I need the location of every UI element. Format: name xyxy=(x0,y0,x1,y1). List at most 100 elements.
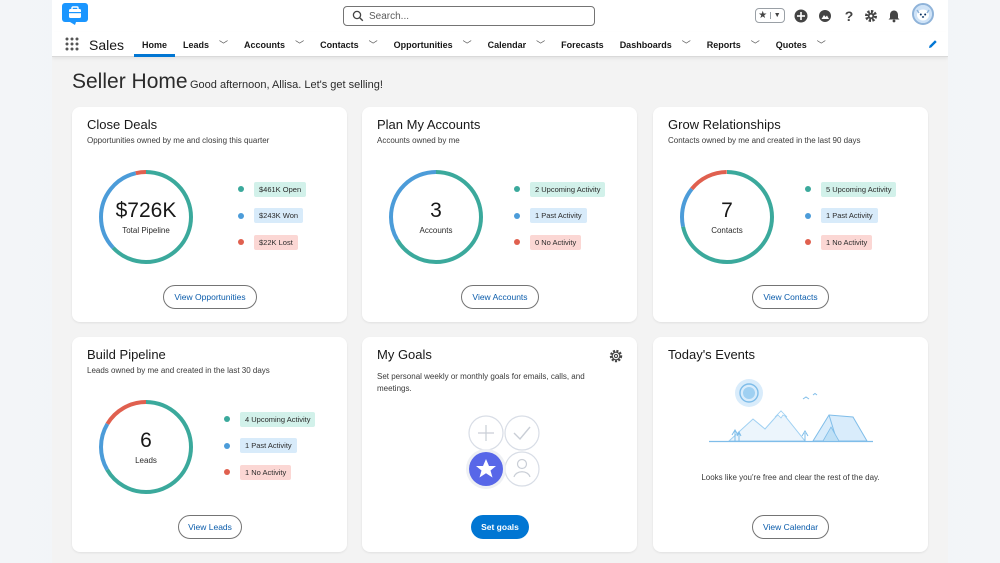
tab-opportunities[interactable]: Opportunities ﹀ xyxy=(386,32,480,57)
view-calendar-button[interactable]: View Calendar xyxy=(752,515,829,539)
status-dot xyxy=(805,212,811,219)
view-opportunities-button[interactable]: View Opportunities xyxy=(163,285,257,309)
donut-label: Total Pipeline xyxy=(122,226,170,235)
legend-item: 0 No Activity xyxy=(514,234,605,250)
tab-calendar[interactable]: Calendar ﹀ xyxy=(480,32,554,57)
donut-value: 6 xyxy=(140,429,152,452)
donut-value: 3 xyxy=(430,199,442,222)
chevron-down-icon[interactable]: ﹀ xyxy=(368,40,378,50)
help-icon[interactable]: ? xyxy=(842,9,856,23)
setup-gear-icon[interactable] xyxy=(864,9,878,23)
chevron-down-icon[interactable]: ﹀ xyxy=(681,40,691,50)
card-title: My Goals xyxy=(377,347,432,362)
legend-pill: 0 No Activity xyxy=(530,234,582,250)
tab-label: Reports xyxy=(706,39,741,50)
legend-item: 1 Past Activity xyxy=(224,438,315,454)
donut-center: 6 Leads xyxy=(98,399,194,495)
user-avatar[interactable] xyxy=(912,3,934,25)
donut-label: Contacts xyxy=(711,226,743,235)
legend-item: 5 Upcoming Activity xyxy=(805,181,897,197)
global-actions-add-icon[interactable] xyxy=(794,9,808,23)
chevron-down-icon[interactable]: ﹀ xyxy=(462,40,472,50)
tab-contacts[interactable]: Contacts ﹀ xyxy=(312,32,386,57)
legend-item: 2 Upcoming Activity xyxy=(514,181,606,197)
legend-pill: 5 Upcoming Activity xyxy=(821,181,897,197)
donut-value: 7 xyxy=(721,199,733,222)
legend: 4 Upcoming Activity 1 Past Activity 1 No… xyxy=(224,411,316,491)
my-goals-card: My Goals Set personal weekly or monthly … xyxy=(362,337,637,552)
card-title: Close Deals xyxy=(87,117,158,132)
tab-home[interactable]: Home xyxy=(134,32,176,57)
plan-accounts-card: Plan My Accounts Accounts owned by me 3 … xyxy=(362,107,637,322)
legend-pill: 1 Past Activity xyxy=(530,208,587,223)
page-title: Seller Home xyxy=(72,70,188,93)
star-icon[interactable]: ★ xyxy=(758,10,768,21)
close-deals-card: Close Deals Opportunities owned by me an… xyxy=(72,107,347,322)
card-title: Build Pipeline xyxy=(87,347,166,362)
donut-center: 3 Accounts xyxy=(388,169,484,265)
astro-avatar-icon xyxy=(914,5,932,23)
app-name: Sales xyxy=(89,37,125,53)
edit-nav-pencil-icon[interactable] xyxy=(928,39,938,49)
favorites-button-group[interactable]: ★ ▼ xyxy=(755,8,785,23)
notifications-bell-icon[interactable] xyxy=(887,9,901,23)
card-subtitle: Opportunities owned by me and closing th… xyxy=(87,136,270,145)
tab-label: Opportunities xyxy=(393,39,453,50)
tab-forecasts[interactable]: Forecasts xyxy=(553,32,612,57)
status-dot xyxy=(238,186,244,192)
set-goals-button[interactable]: Set goals xyxy=(471,515,529,539)
card-subtitle: Accounts owned by me xyxy=(377,136,460,145)
legend-pill: 1 No Activity xyxy=(821,234,873,250)
tab-accounts[interactable]: Accounts ﹀ xyxy=(236,32,312,57)
chevron-down-icon[interactable]: ﹀ xyxy=(219,40,229,50)
legend-pill: 1 Past Activity xyxy=(240,438,297,453)
search-placeholder: Search... xyxy=(369,10,410,22)
legend: 5 Upcoming Activity 1 Past Activity 1 No… xyxy=(805,181,897,261)
legend-item: $22K Lost xyxy=(238,234,306,250)
contacts-donut-chart xyxy=(680,170,774,264)
tab-label: Dashboards xyxy=(619,39,672,50)
trailhead-guidance-icon[interactable] xyxy=(818,9,832,23)
tab-quotes[interactable]: Quotes ﹀ xyxy=(768,32,834,57)
camping-illustration-icon xyxy=(709,379,873,443)
status-dot xyxy=(238,239,244,245)
status-dot xyxy=(514,212,520,219)
donut-center: $726K Total Pipeline xyxy=(98,169,194,265)
view-contacts-button[interactable]: View Contacts xyxy=(752,285,829,309)
grow-relationships-card: Grow Relationships Contacts owned by me … xyxy=(653,107,928,322)
chevron-down-icon[interactable]: ﹀ xyxy=(816,40,826,50)
chevron-down-icon[interactable]: ﹀ xyxy=(295,40,305,50)
pipeline-donut-chart xyxy=(99,170,193,264)
tab-label: Forecasts xyxy=(561,39,604,50)
todays-events-card: Today's Events Looks like you're free an… xyxy=(653,337,928,552)
legend-pill: $461K Open xyxy=(254,181,307,197)
accounts-donut-chart xyxy=(389,170,483,264)
svg-text:?: ? xyxy=(845,9,854,23)
app-launcher-icon[interactable] xyxy=(64,36,80,52)
view-leads-button[interactable]: View Leads xyxy=(178,515,242,539)
chevron-down-icon[interactable]: ▼ xyxy=(769,12,785,19)
global-search-input[interactable]: Search... xyxy=(343,6,595,26)
legend-pill: $22K Lost xyxy=(254,234,298,250)
chevron-down-icon[interactable]: ﹀ xyxy=(750,40,760,50)
legend-item: $461K Open xyxy=(238,181,307,197)
legend-pill: 1 Past Activity xyxy=(821,208,878,223)
legend-pill: 4 Upcoming Activity xyxy=(240,411,316,427)
tab-reports[interactable]: Reports ﹀ xyxy=(699,32,768,57)
leads-donut-chart xyxy=(99,400,193,494)
global-header: Search... ★ ▼ ? xyxy=(52,0,948,32)
tab-leads[interactable]: Leads ﹀ xyxy=(175,32,236,57)
legend-pill: $243K Won xyxy=(254,208,304,223)
goals-settings-gear-icon[interactable] xyxy=(609,349,623,363)
chevron-down-icon[interactable]: ﹀ xyxy=(536,40,546,50)
tab-dashboards[interactable]: Dashboards ﹀ xyxy=(612,32,699,57)
app-nav-bar: Sales Home Leads ﹀ Accounts ﹀ Contacts ﹀ Op… xyxy=(52,32,948,57)
goals-illustration-icon xyxy=(466,415,540,489)
search-icon xyxy=(352,10,364,22)
events-empty-text: Looks like you're free and clear the res… xyxy=(701,473,880,482)
org-logo-icon[interactable] xyxy=(62,3,88,25)
legend-item: $243K Won xyxy=(238,208,306,224)
tab-label: Contacts xyxy=(320,39,359,50)
view-accounts-button[interactable]: View Accounts xyxy=(461,285,539,309)
card-title: Today's Events xyxy=(668,347,756,362)
